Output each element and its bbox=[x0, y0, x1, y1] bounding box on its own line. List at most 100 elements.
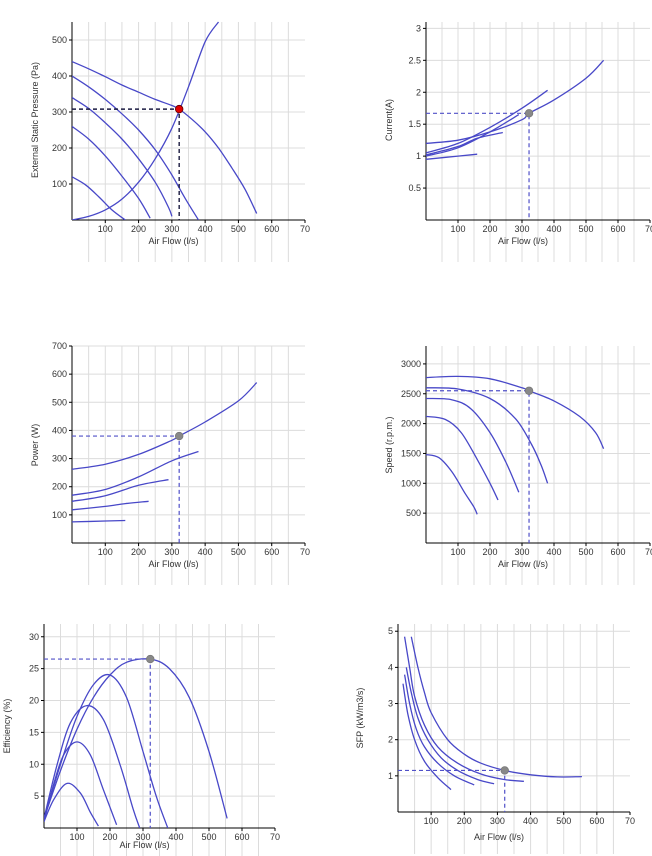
series-line-2 bbox=[44, 673, 169, 828]
y-tick-label: 300 bbox=[52, 107, 67, 117]
x-tick-label: 500 bbox=[231, 547, 246, 557]
operating-point bbox=[500, 766, 509, 775]
y-axis-label: SFP (kW/m3/s) bbox=[355, 688, 365, 749]
series-line-4 bbox=[44, 741, 118, 826]
series-line-3 bbox=[426, 114, 520, 157]
series-line-1 bbox=[426, 59, 605, 145]
series-line-5 bbox=[426, 453, 478, 515]
y-tick-label: 500 bbox=[406, 508, 421, 518]
x-tick-label: 100 bbox=[450, 547, 465, 557]
x-tick-label: 400 bbox=[198, 547, 213, 557]
series-line-4 bbox=[426, 131, 503, 156]
series-line-3 bbox=[72, 479, 169, 502]
series-line-3 bbox=[426, 397, 520, 493]
y-tick-label: 200 bbox=[52, 482, 67, 492]
series-line-1 bbox=[44, 658, 228, 819]
chart-pressure: 100 200 300 400 500 600 70 100 200 300 400 500 Air F… bbox=[30, 21, 310, 262]
x-axis-label: Air Flow (l/s) bbox=[498, 559, 548, 569]
y-tick-label: 700 bbox=[52, 341, 67, 351]
series-line-2 bbox=[426, 387, 549, 484]
series-line-2 bbox=[72, 450, 199, 496]
x-tick-label: 300 bbox=[164, 547, 179, 557]
operating-point-guide bbox=[426, 112, 530, 220]
x-tick-label: 400 bbox=[198, 224, 213, 234]
operating-point bbox=[174, 431, 184, 441]
chart-efficiency: 100 200 300 400 500 600 70 5 10 15 20 25 30 Air Flow … bbox=[2, 624, 280, 856]
x-tick-label: 400 bbox=[546, 224, 561, 234]
y-tick-label: 2 bbox=[416, 87, 421, 97]
x-axis-label: Air Flow (l/s) bbox=[120, 840, 170, 850]
x-tick-label: 300 bbox=[514, 547, 529, 557]
y-tick-label: 2 bbox=[388, 735, 393, 745]
y-tick-label: 3 bbox=[388, 699, 393, 709]
y-tick-label: 400 bbox=[52, 71, 67, 81]
y-tick-label: 500 bbox=[52, 397, 67, 407]
y-axis-label: External Static Pressure (Pa) bbox=[30, 62, 40, 178]
y-tick-label: 1500 bbox=[401, 448, 421, 458]
series-line-1 bbox=[72, 61, 258, 214]
series-line-4 bbox=[72, 500, 149, 511]
x-tick-label: 600 bbox=[264, 547, 279, 557]
x-axis-label: Air Flow (l/s) bbox=[149, 559, 199, 569]
x-tick-label: 600 bbox=[610, 547, 625, 557]
series-line-5 bbox=[402, 683, 452, 791]
x-tick-label: 300 bbox=[514, 224, 529, 234]
series-line-5 bbox=[72, 519, 126, 523]
x-tick-label: 500 bbox=[578, 547, 593, 557]
series-line-4 bbox=[72, 125, 151, 219]
x-tick-label: 100 bbox=[450, 224, 465, 234]
y-tick-label: 100 bbox=[52, 510, 67, 520]
y-tick-label: 30 bbox=[29, 632, 39, 642]
x-tick-label: 70 bbox=[645, 224, 652, 234]
x-tick-label: 70 bbox=[300, 224, 310, 234]
y-axis-label: Current(A) bbox=[384, 99, 394, 141]
x-tick-label: 70 bbox=[270, 832, 280, 842]
series-line-2 bbox=[72, 75, 200, 220]
y-tick-label: 2500 bbox=[401, 389, 421, 399]
y-tick-label: 1.5 bbox=[408, 119, 421, 129]
y-tick-label: 2000 bbox=[401, 419, 421, 429]
x-tick-label: 100 bbox=[69, 832, 84, 842]
x-tick-label: 200 bbox=[482, 224, 497, 234]
series-line-3 bbox=[405, 667, 495, 785]
x-tick-label: 300 bbox=[135, 832, 150, 842]
y-tick-label: 4 bbox=[388, 662, 393, 672]
chart-power: 100 200 300 400 500 600 70 100 200 300 400 500 600 70… bbox=[30, 341, 310, 585]
series-line-4 bbox=[426, 415, 499, 501]
x-tick-label: 100 bbox=[424, 816, 439, 826]
x-tick-label: 70 bbox=[645, 547, 652, 557]
x-tick-label: 600 bbox=[589, 816, 604, 826]
y-tick-label: 1000 bbox=[401, 478, 421, 488]
x-tick-label: 600 bbox=[234, 832, 249, 842]
series-line-1 bbox=[72, 382, 258, 470]
x-tick-label: 300 bbox=[164, 224, 179, 234]
x-tick-label: 600 bbox=[610, 224, 625, 234]
y-tick-label: 15 bbox=[29, 727, 39, 737]
x-axis-label: Air Flow (l/s) bbox=[149, 236, 199, 246]
y-axis-label: Power (W) bbox=[30, 424, 40, 467]
operating-point bbox=[524, 109, 534, 118]
x-tick-label: 70 bbox=[300, 547, 310, 557]
x-tick-label: 200 bbox=[457, 816, 472, 826]
x-tick-label: 200 bbox=[482, 547, 497, 557]
y-tick-label: 25 bbox=[29, 664, 39, 674]
x-tick-label: 400 bbox=[546, 547, 561, 557]
y-tick-label: 5 bbox=[34, 791, 39, 801]
y-tick-label: 200 bbox=[52, 143, 67, 153]
x-tick-label: 200 bbox=[131, 547, 146, 557]
x-tick-label: 100 bbox=[98, 224, 113, 234]
y-tick-label: 0.5 bbox=[408, 183, 421, 193]
series-line-3 bbox=[44, 704, 141, 828]
series-line-1 bbox=[426, 375, 605, 449]
series-line-1 bbox=[410, 636, 582, 778]
series-line-2 bbox=[426, 89, 548, 154]
operating-point-guide bbox=[426, 390, 530, 543]
operating-point-guide bbox=[44, 658, 151, 828]
x-tick-label: 400 bbox=[523, 816, 538, 826]
series-line-3 bbox=[72, 97, 173, 217]
y-tick-label: 2.5 bbox=[408, 55, 421, 65]
x-tick-label: 100 bbox=[98, 547, 113, 557]
operating-point-guide bbox=[72, 108, 180, 220]
y-tick-label: 1 bbox=[388, 771, 393, 781]
x-tick-label: 600 bbox=[264, 224, 279, 234]
